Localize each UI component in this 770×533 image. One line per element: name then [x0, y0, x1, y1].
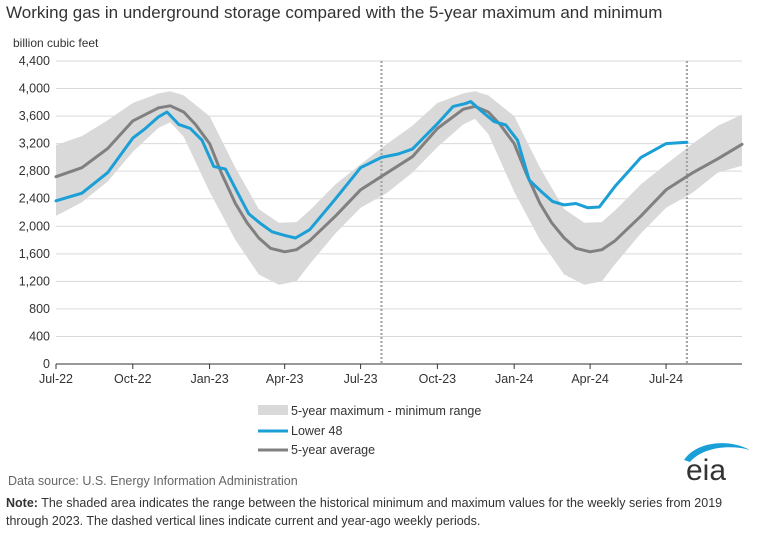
range-band-layer [56, 91, 742, 285]
x-tick-label: Apr-23 [266, 372, 304, 386]
legend-label: 5-year maximum - minimum range [291, 404, 481, 418]
note-label: Note: [6, 496, 38, 510]
x-tick-label: Jul-22 [39, 372, 73, 386]
x-tick-label: Jan-23 [190, 372, 228, 386]
y-tick-label: 2,000 [19, 219, 50, 233]
x-tick-label: Oct-23 [419, 372, 457, 386]
y-axis-label: billion cubic feet [13, 36, 99, 50]
range-band [56, 91, 742, 285]
data-source: Data source: U.S. Energy Information Adm… [8, 474, 298, 488]
chart-title: Working gas in underground storage compa… [6, 3, 663, 22]
x-tick-label: Oct-22 [114, 372, 152, 386]
y-tick-label: 1,200 [19, 274, 50, 288]
x-tick-label: Jul-24 [649, 372, 683, 386]
tick-labels: 0 400 800 1,200 1,600 2,000 2,400 2,800 3,200 3,6… [19, 54, 683, 386]
eia-logo-arc [684, 443, 750, 462]
y-tick-label: 0 [43, 357, 50, 371]
legend-swatch-range [258, 405, 288, 415]
chart-note: Note: The shaded area indicates the rang… [6, 494, 766, 530]
series-line-5-year-average [54, 104, 744, 254]
legend-label: Lower 48 [291, 424, 342, 438]
chart-plot: 0 400 800 1,200 1,600 2,000 2,400 2,800 3,200 3,6… [19, 54, 744, 457]
current-week-lines [380, 61, 689, 364]
x-tick-label: Apr-24 [571, 372, 609, 386]
eia-logo-text: eia [686, 454, 726, 484]
y-tick-label: 3,600 [19, 109, 50, 123]
y-tick-label: 800 [29, 302, 50, 316]
note-text: The shaded area indicates the range betw… [6, 496, 723, 528]
legend-label: 5-year average [291, 443, 375, 457]
y-tick-label: 4,400 [19, 54, 50, 68]
y-tick-label: 3,200 [19, 137, 50, 151]
y-tick-label: 400 [29, 329, 50, 343]
legend: 5-year maximum - minimum range Lower 48 5-… [258, 404, 481, 457]
x-tick-label: Jul-23 [344, 372, 378, 386]
y-tick-label: 2,800 [19, 164, 50, 178]
series-line-lower-48 [54, 100, 689, 240]
y-tick-label: 4,000 [19, 82, 50, 96]
series-lines [54, 100, 744, 254]
axes [55, 363, 742, 369]
y-tick-label: 1,600 [19, 247, 50, 261]
y-tick-label: 2,400 [19, 192, 50, 206]
x-tick-label: Jan-24 [495, 372, 533, 386]
eia-logo: eia [684, 443, 750, 484]
